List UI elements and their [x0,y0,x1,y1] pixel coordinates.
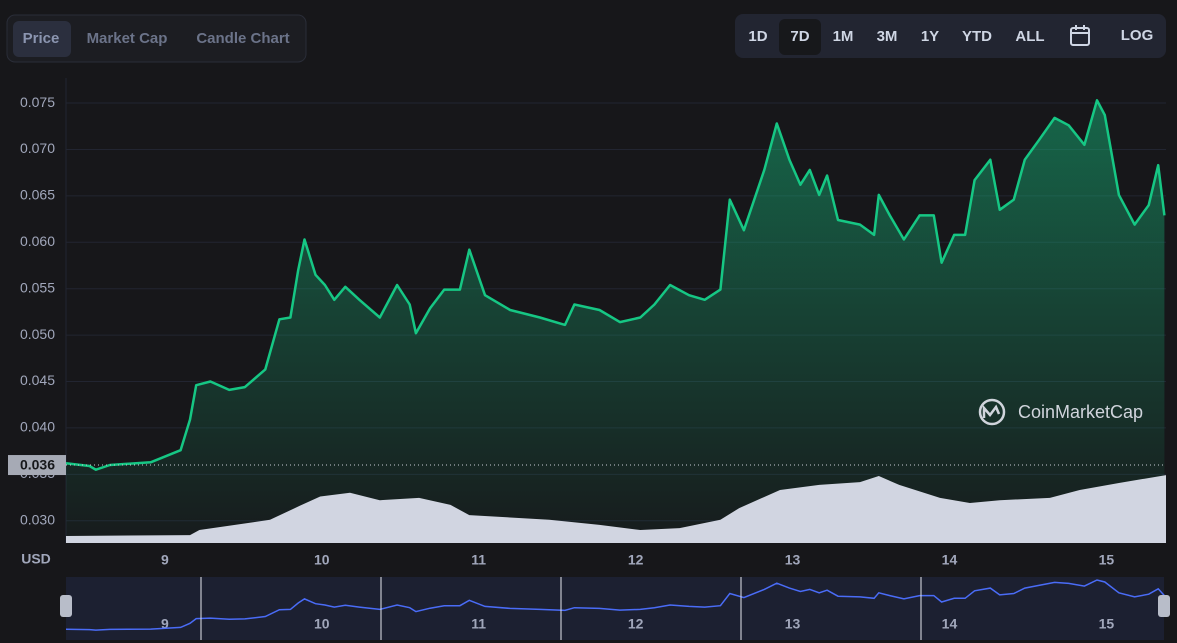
x-tick-label: 9 [161,552,169,568]
navigator[interactable] [66,577,1164,640]
tab[interactable]: Price [23,30,60,47]
navigator-tick-label: 12 [628,616,644,632]
y-tick-label: 0.070 [20,140,55,156]
navigator-tick-label: 11 [471,616,486,632]
range-button[interactable]: ALL [1015,28,1044,45]
current-price-label: 0.036 [20,457,55,473]
tab-group [6,14,307,63]
price-line [65,99,1166,471]
navigator-tick-label: 14 [942,616,958,632]
tab[interactable]: Candle Chart [196,30,289,47]
logo [978,398,1006,426]
navigator-tick-label: 9 [161,616,169,632]
x-tick-label: 13 [785,552,801,568]
active-range [779,19,821,55]
log-toggle[interactable]: LOG [1121,27,1154,44]
y-tick-label: 0.040 [20,419,55,435]
tab[interactable]: Market Cap [87,30,168,47]
x-tick-label: 15 [1099,552,1115,568]
range-button[interactable]: 1Y [921,28,939,45]
navigator-tick-label: 15 [1099,616,1115,632]
navigator-separators [200,577,922,640]
navigator-tick-label: 13 [785,616,801,632]
y-tick-label: 0.075 [20,94,55,110]
navigator-handle[interactable] [1158,595,1170,617]
range-button[interactable]: 7D [790,28,809,45]
y-axis-label: USD [21,551,51,567]
y-tick-label: 0.065 [20,187,55,203]
plot: 0.0300.0350.0400.0450.0500.0550.0600.065… [8,78,1166,568]
y-tick-label: 0.055 [20,279,55,295]
watermark: CoinMarketCap [1018,402,1143,422]
active-tab [13,21,71,57]
range-button[interactable]: YTD [962,28,992,45]
range-group [735,14,1166,58]
y-tick-label: 0.030 [20,511,55,527]
range-button[interactable]: 1M [833,28,854,45]
y-tick-label: 0.050 [20,326,55,342]
calendar-icon[interactable] [1070,25,1090,46]
x-tick-label: 14 [942,552,958,568]
y-tick-label: 0.060 [20,233,55,249]
range-button[interactable]: 1D [748,28,767,45]
current-price-box [8,455,66,476]
volume-area [66,475,1166,543]
x-tick-label: 10 [314,552,330,568]
x-tick-label: 12 [628,552,644,568]
range-button[interactable]: 3M [877,28,898,45]
navigator-handle[interactable] [60,595,72,617]
navigator-line [65,579,1165,631]
navigator-tick-label: 10 [314,616,330,632]
y-tick-label: 0.045 [20,372,55,388]
x-tick-label: 11 [471,552,486,568]
price-area [66,100,1165,544]
